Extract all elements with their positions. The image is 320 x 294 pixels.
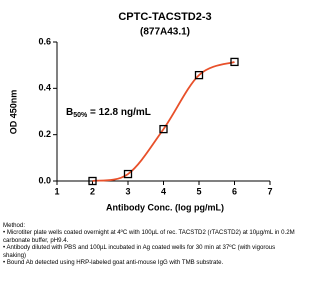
x-tick-label: 3 [125,186,130,196]
chart-title: CPTC-TACSTD2-3 [118,11,211,23]
data-point [123,169,133,179]
method-item: • Microtiter plate wells coated overnigh… [3,229,295,244]
annotation-rest: = 12.8 ng/mL [87,107,151,118]
annotation: B50% = 12.8 ng/mL [66,107,151,119]
page: CPTC-TACSTD2-3 (877A43.1) Antibody Conc.… [3,10,295,267]
y-tick-label: 0.0 [38,175,51,185]
x-tick-label: 6 [232,186,237,196]
x-tick-label: 5 [196,186,201,196]
y-axis-label: OD 450nm [8,90,18,135]
data-point [88,176,97,186]
x-tick-label: 7 [267,186,272,196]
fit-curve [92,61,235,182]
data-point [194,70,204,80]
chart-subtitle: (877A43.1) [140,27,190,38]
annotation-main: B [66,107,73,118]
method-item: • Antibody diluted with PBS and 100µL in… [3,244,276,259]
x-tick-label: 1 [54,186,59,196]
x-axis-label: Antibody Conc. (log pg/mL) [106,202,224,212]
chart: CPTC-TACSTD2-3 (877A43.1) Antibody Conc.… [8,11,272,212]
method-title: Method: [3,222,26,229]
method: Method: • Microtiter plate wells coated … [3,222,295,266]
y-tick-label: 0.6 [38,36,51,46]
x-tick-label: 4 [161,186,166,196]
y-tick-label: 0.4 [38,83,51,93]
y-tick-label: 0.2 [38,129,51,139]
method-item: • Bound Ab detected using HRP-labeled go… [3,259,224,267]
x-tick-label: 2 [90,186,95,196]
annotation-sub: 50% [73,112,88,119]
data-point [230,57,239,67]
data-point [159,124,168,134]
